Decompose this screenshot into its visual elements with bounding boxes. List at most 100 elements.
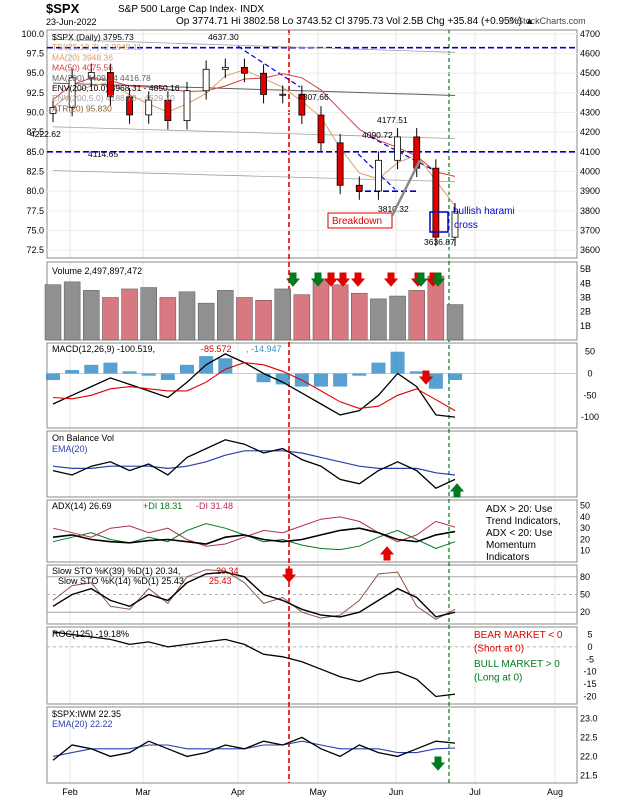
volume-bar xyxy=(446,304,464,341)
adx-minus-legend: -DI 31.48 xyxy=(196,501,233,511)
adx-y-tick: 20 xyxy=(580,534,590,544)
adx-y-tick: 30 xyxy=(580,523,590,533)
price-y-tick-right: 4400 xyxy=(580,88,600,98)
ma50-line xyxy=(52,73,456,177)
price-y-tick-left: 95.0 xyxy=(26,68,44,78)
volume-legend: Volume 2,497,897,472 xyxy=(52,266,142,276)
price-y-tick-right: 3700 xyxy=(580,225,600,235)
price-y-tick-left: 85.0 xyxy=(26,147,44,157)
price-y-tick-left: 97.5 xyxy=(26,49,44,59)
adx-y-tick: 10 xyxy=(580,546,590,556)
price-annotation: 4222.62 xyxy=(30,129,61,139)
harami-label: bullish harami xyxy=(453,206,515,217)
roc-note: (Long at 0) xyxy=(474,673,522,684)
panel-frame xyxy=(46,29,578,259)
sto-y-tick: 20 xyxy=(580,607,590,617)
price-y-tick-left: 90.0 xyxy=(26,108,44,118)
candle-body xyxy=(145,99,153,116)
macd-histogram-bar xyxy=(46,373,60,381)
volume-bar xyxy=(121,288,138,341)
macd-histogram-bar xyxy=(160,373,175,381)
candle-body xyxy=(107,72,114,98)
volume-y-tick: 5B xyxy=(580,264,591,274)
price-y-tick-right: 4000 xyxy=(580,167,600,177)
roc-y-tick: -20 xyxy=(583,692,596,702)
sto14-legend: Slow STO %K(14) %D(1) 25.43, xyxy=(58,576,186,586)
ratio-ema-legend: EMA(20) 22.22 xyxy=(52,719,113,729)
candle-body xyxy=(432,167,440,238)
candle-body xyxy=(260,72,267,95)
sto39-legend: Slow STO %K(39) %D(1) 20.34, xyxy=(52,566,180,576)
macd-line xyxy=(52,353,456,418)
x-tick-label: Apr xyxy=(231,787,245,797)
panel-frame xyxy=(46,499,578,563)
candle-body xyxy=(241,66,248,74)
volume-y-tick: 3B xyxy=(580,292,591,302)
roc-y-tick: -15 xyxy=(583,679,596,689)
adx-note: Momentum xyxy=(486,540,536,551)
roc-y-tick: 5 xyxy=(587,629,592,639)
obv-ema-legend: EMA(20) xyxy=(52,444,88,454)
volume-bar xyxy=(178,291,196,341)
chart-title: $SPX xyxy=(46,1,80,16)
adx-note: ADX > 20: Use xyxy=(486,504,553,515)
price-y-tick-right: 4100 xyxy=(580,147,600,157)
volume-bar xyxy=(255,300,272,341)
adx-signal-arrow xyxy=(379,546,395,561)
price-y-tick-left: 87.5 xyxy=(26,127,44,137)
env5-lower-line xyxy=(52,126,456,139)
ohlc-readout: Op 3774.71 Hi 3802.58 Lo 3743.52 Cl 3795… xyxy=(176,16,535,27)
price-y-tick-right: 3800 xyxy=(580,206,600,216)
price-legend-entry: TSI(25,13,7) -2 2949.11 xyxy=(52,42,142,52)
volume-bar xyxy=(370,298,387,341)
volume-bar xyxy=(331,284,349,341)
price-y-tick-left: 82.5 xyxy=(26,167,44,177)
adx-plus-legend: +DI 18.31 xyxy=(143,501,182,511)
macd-histogram-bar xyxy=(371,362,386,374)
ma200-line xyxy=(52,82,456,96)
volume-bar xyxy=(217,290,234,341)
price-annotation: 4177.51 xyxy=(377,115,408,125)
adx-note: ADX < 20: Use xyxy=(486,528,553,539)
roc-y-tick: -5 xyxy=(586,654,594,664)
adx-y-tick: 40 xyxy=(580,512,590,522)
candle-body xyxy=(298,93,306,116)
sto-y-tick: 50 xyxy=(580,590,590,600)
macd-y-tick: -100 xyxy=(581,412,599,422)
volume-signal-arrow xyxy=(383,272,399,287)
ratio-legend: $SPX:IWM 22.35 xyxy=(52,709,121,719)
env5-upper-line xyxy=(52,38,456,53)
adx-legend: ADX(14) 26.69 xyxy=(52,501,112,511)
panel-frame xyxy=(46,626,578,705)
ratio-y-tick: 23.0 xyxy=(580,713,598,723)
volume-signal-arrow xyxy=(323,272,339,287)
volume-signal-arrow xyxy=(335,272,351,287)
harami-label: cross xyxy=(454,220,478,231)
roc-note: BEAR MARKET < 0 xyxy=(474,630,563,641)
volume-signal-arrow xyxy=(350,272,366,287)
adx-y-tick: 50 xyxy=(580,501,590,511)
env10-lower-line xyxy=(52,170,456,183)
sto14-legend-value: 25.43 xyxy=(209,576,232,586)
adx-note: Indicators xyxy=(486,552,529,563)
breakdown-label: Breakdown xyxy=(332,216,382,227)
sto39-line xyxy=(52,571,456,618)
x-tick-label: Jun xyxy=(389,787,404,797)
price-legend-entry: ENV(200,5.0) 4188.78 - 4629.70 xyxy=(52,93,175,103)
sto14-line xyxy=(52,569,456,620)
macd-histogram-bar xyxy=(333,373,348,387)
sto-y-tick: 80 xyxy=(580,572,590,582)
candle-body xyxy=(317,114,325,144)
candle-body xyxy=(49,107,57,114)
macd-histogram-bar xyxy=(84,364,99,374)
candle-body xyxy=(126,96,133,116)
macd-histogram-bar xyxy=(65,370,80,374)
price-y-tick-left: 72.5 xyxy=(26,245,44,255)
candle-body xyxy=(451,211,459,238)
macd-legend: MACD(12,26,9) -100.519, xyxy=(52,344,155,354)
adx-note: Trend Indicators, xyxy=(486,516,561,527)
volume-bar xyxy=(389,295,406,341)
candle-body xyxy=(68,77,76,108)
price-annotation: 4307.66 xyxy=(298,92,329,102)
